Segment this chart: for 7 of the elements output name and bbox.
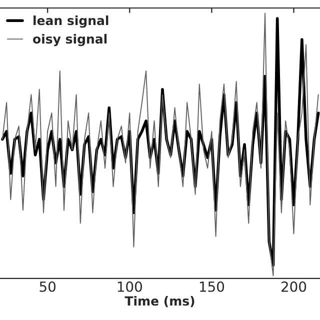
x-axis-title: Time (ms) <box>124 296 194 308</box>
x-tick-label: 100 <box>118 281 142 292</box>
legend-label: lean signal <box>34 16 108 28</box>
x-tick-label: 200 <box>282 281 306 292</box>
legend-label: oisy signal <box>33 34 107 46</box>
x-tick-label: 50 <box>40 281 56 292</box>
x-tick-label: 150 <box>200 281 224 292</box>
